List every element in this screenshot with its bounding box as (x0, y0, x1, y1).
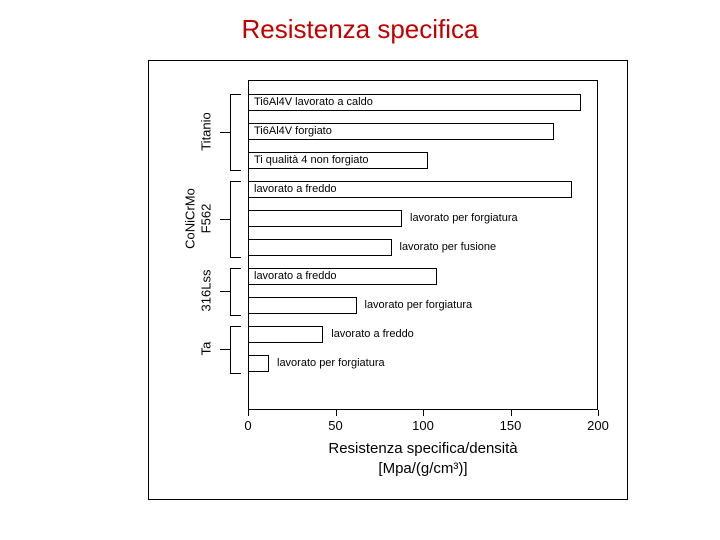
page-title: Resistenza specifica (0, 14, 720, 45)
chart-frame (148, 60, 628, 500)
